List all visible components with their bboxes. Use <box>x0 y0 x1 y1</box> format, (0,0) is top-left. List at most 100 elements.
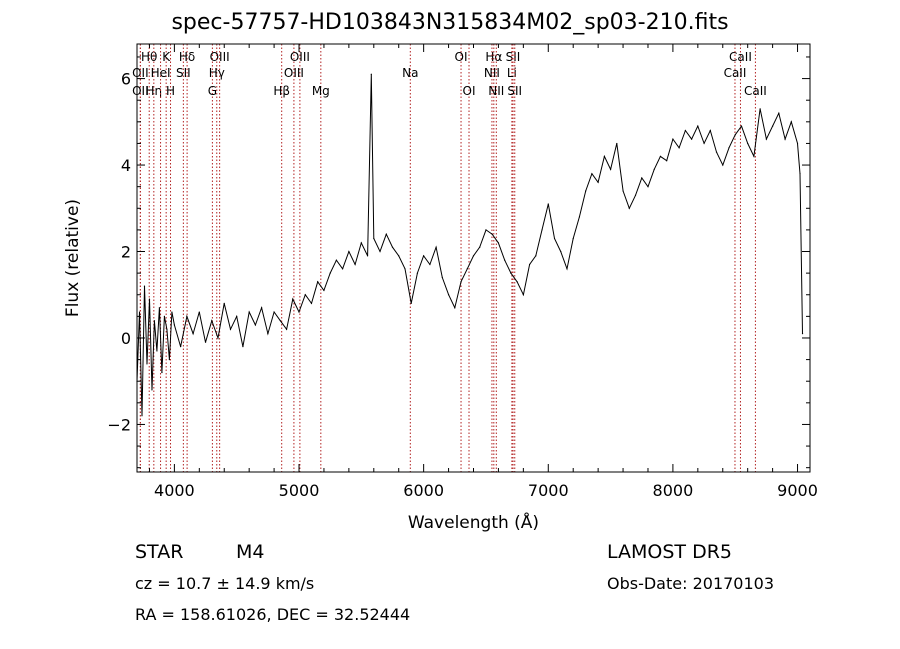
x-tick-label: 4000 <box>154 481 195 500</box>
spectrum-point <box>236 315 238 317</box>
spectrum-point <box>772 125 774 127</box>
spectrum-point <box>310 302 313 304</box>
spectrum-point <box>204 341 207 343</box>
spectrum-point <box>348 250 350 253</box>
line-marker-label: SII <box>507 84 522 98</box>
spectrum-point <box>141 415 143 417</box>
spectrum-point <box>373 237 375 240</box>
spectrum-point <box>441 276 443 279</box>
spectrum-point <box>429 263 431 266</box>
spectrum-point <box>504 259 506 261</box>
object-subclass: M4 <box>236 541 265 563</box>
y-tick-label: −2 <box>107 415 131 434</box>
spectrum-point <box>292 298 294 300</box>
spectrum-point <box>740 125 743 127</box>
spectrum-point <box>466 268 468 270</box>
spectrum-point <box>678 147 680 149</box>
spectrum-point <box>454 307 456 309</box>
spectrum-point <box>153 320 156 322</box>
spectrum-point <box>180 346 182 348</box>
line-marker-label: G <box>208 84 217 98</box>
spectrum-point <box>423 255 425 257</box>
spectrum-point <box>578 216 581 218</box>
spectrum-point <box>641 177 643 179</box>
chart-title: spec-57757-HD103843N315834M02_sp03-210.f… <box>171 10 729 35</box>
spectrum-series-line <box>136 74 803 416</box>
spectrum-point <box>765 138 767 140</box>
spectrum-point <box>192 333 194 335</box>
line-marker-label: OI <box>463 84 476 98</box>
spectrum-point <box>566 268 568 270</box>
object-class: STAR <box>135 541 184 563</box>
spectrum-point <box>684 129 686 132</box>
spectrum-point <box>728 147 730 149</box>
plot-frame <box>136 43 811 473</box>
spectrum-point <box>166 328 168 330</box>
spectrum-point <box>163 315 166 317</box>
spectrum-point <box>267 333 269 335</box>
line-marker-label: OI <box>455 50 468 64</box>
spectrum-point <box>572 237 574 240</box>
spectrum-point <box>186 315 188 317</box>
line-marker-label: OIII <box>290 50 310 64</box>
line-marker-label: CaII <box>724 66 747 80</box>
spectrum-point <box>354 263 356 266</box>
spectrum-point <box>734 134 736 136</box>
spectrum-point <box>217 337 219 339</box>
y-tick-label: 2 <box>121 243 131 262</box>
spectrum-point <box>591 173 593 175</box>
spectrum-point <box>460 281 462 283</box>
spectrum-point <box>491 233 493 235</box>
spectrum-point <box>659 155 662 158</box>
spectrum-point <box>479 246 481 248</box>
spectrum-point <box>585 190 587 192</box>
spectrum-point <box>298 311 300 313</box>
series-layer <box>136 73 804 417</box>
x-tick-label: 9000 <box>777 481 818 500</box>
spectrum-point <box>379 250 381 253</box>
spectrum-point <box>628 207 630 209</box>
spectrum-point <box>148 298 151 300</box>
spectrum-point <box>778 112 780 114</box>
spectrum-point <box>609 168 612 170</box>
spectrum-point <box>360 242 362 244</box>
spectrum-point <box>273 311 275 313</box>
spectrum-point <box>317 281 319 283</box>
x-tick-label: 5000 <box>279 481 320 500</box>
spectrum-point <box>799 173 801 175</box>
spectrum-point <box>759 108 761 110</box>
line-marker-label: SII <box>506 50 521 64</box>
line-marker-label: HeI <box>151 66 171 80</box>
spectrum-point <box>173 324 175 326</box>
line-marker-label: Li <box>507 66 517 80</box>
spectrum-point <box>385 233 387 235</box>
redshift-cz: cz = 10.7 ± 14.9 km/s <box>135 574 315 593</box>
y-tick-label: 6 <box>121 70 131 89</box>
line-marker-label: Hγ <box>209 66 225 80</box>
spectrum-point <box>161 371 163 374</box>
spectrum-point <box>634 194 637 196</box>
survey-name: LAMOST DR5 <box>607 541 732 563</box>
spectrum-point <box>715 151 718 153</box>
line-marker-label: NII <box>484 66 500 80</box>
spectrum-point <box>703 142 705 145</box>
y-tick-label: 4 <box>121 156 131 175</box>
spectrum-point <box>790 121 792 123</box>
spectrum-point <box>616 142 618 145</box>
spectrum-point <box>535 255 537 257</box>
line-marker-label: K <box>162 50 171 64</box>
x-tick-label: 7000 <box>528 481 569 500</box>
spectrum-point <box>248 311 250 313</box>
spectrum-point <box>261 307 263 309</box>
spectrum-point <box>329 272 331 274</box>
y-tick-label: 0 <box>121 329 131 348</box>
line-marker-label: OIII <box>284 66 304 80</box>
spectrum-point <box>447 294 450 296</box>
line-marker-label: Hθ <box>141 50 157 64</box>
spectrum-point <box>242 346 244 348</box>
spectrum-point <box>510 272 512 274</box>
line-marker-label: OII <box>132 84 149 98</box>
spectrum-point <box>146 363 148 365</box>
